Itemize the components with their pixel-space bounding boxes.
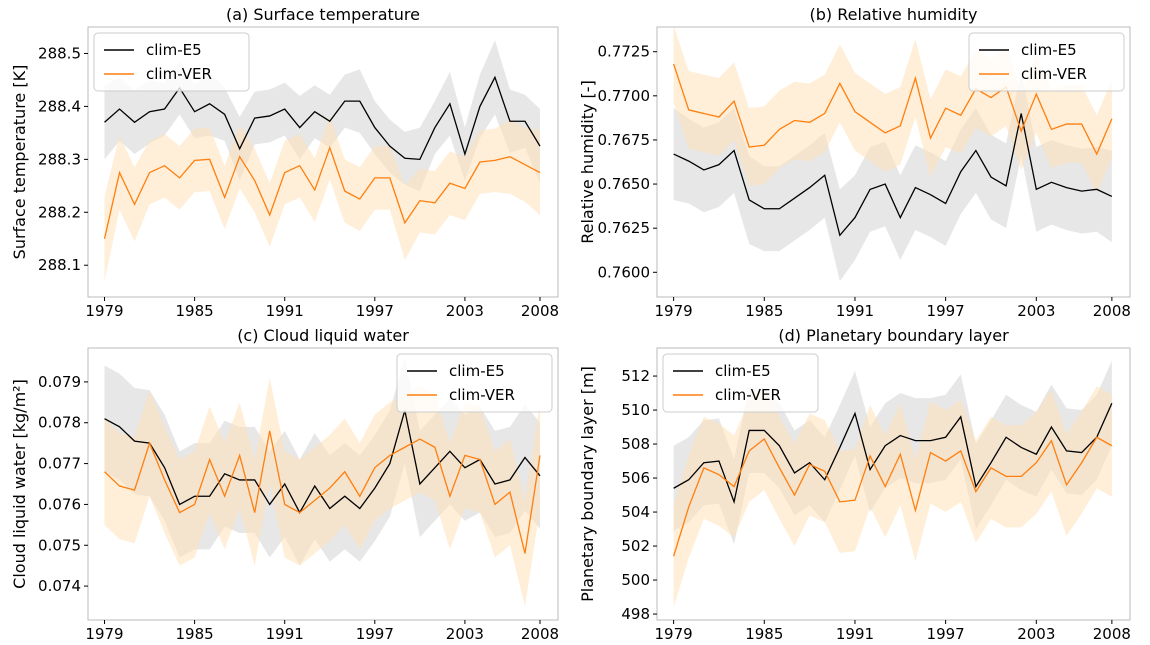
y-axis-label: Planetary boundary layer [m] — [578, 366, 597, 602]
x-tick-label: 1985 — [176, 302, 214, 320]
legend-label: clim-VER — [449, 386, 515, 404]
x-tick-label: 1991 — [836, 302, 874, 320]
legend-box — [396, 353, 553, 413]
x-tick-label: 1997 — [356, 625, 394, 641]
line — [104, 430, 541, 554]
y-tick-label: 502 — [621, 537, 650, 555]
band — [104, 115, 540, 282]
x-tick-label: 1985 — [176, 625, 214, 641]
y-tick-label: 506 — [621, 469, 650, 487]
y-tick-label: 0.7725 — [598, 43, 651, 61]
x-tick-label: 1979 — [85, 302, 123, 320]
y-axis-label: Surface temperature [K] — [10, 65, 29, 260]
y-tick-label: 0.078 — [38, 414, 81, 432]
x-tick-label: 2008 — [521, 625, 559, 641]
x-tick-label: 2008 — [1093, 302, 1131, 320]
plot-frame — [87, 347, 559, 621]
line — [104, 410, 541, 514]
legend-box — [93, 32, 250, 92]
legend-label: clim-VER — [1021, 65, 1087, 83]
y-tick-label: 0.7625 — [598, 219, 651, 237]
band — [673, 386, 1112, 608]
legend-label: clim-E5 — [1021, 41, 1077, 59]
x-tick-label: 1991 — [266, 625, 304, 641]
y-tick-label: 510 — [621, 401, 650, 419]
x-tick-label: 1985 — [745, 625, 783, 641]
y-tick-label: 0.076 — [38, 495, 81, 513]
y-tick-label: 0.074 — [38, 577, 81, 595]
x-tick-label: 2003 — [446, 302, 484, 320]
x-tick-label: 1997 — [356, 302, 394, 320]
x-tick-label: 2003 — [1017, 302, 1055, 320]
band — [673, 71, 1112, 282]
line — [673, 113, 1113, 237]
y-tick-label: 288.5 — [38, 44, 81, 62]
line — [103, 145, 541, 239]
y-tick-label: 0.075 — [38, 536, 81, 554]
plot-frame — [656, 26, 1131, 298]
y-tick-label: 512 — [621, 367, 650, 385]
line — [673, 436, 1113, 557]
y-tick-label: 500 — [621, 571, 650, 589]
legend-box — [662, 353, 819, 413]
x-tick-label: 1985 — [745, 302, 783, 320]
x-tick-label: 1997 — [927, 625, 965, 641]
y-tick-label: 288.2 — [38, 203, 81, 221]
y-tick-label: 0.7700 — [598, 87, 651, 105]
y-axis-label: Relative humidity [-] — [578, 80, 597, 244]
y-tick-label: 498 — [621, 605, 650, 623]
x-tick-label: 1979 — [655, 302, 693, 320]
y-tick-label: 288.1 — [38, 256, 81, 274]
x-tick-label: 1997 — [927, 302, 965, 320]
line — [673, 402, 1113, 505]
legend-label: clim-E5 — [449, 362, 505, 380]
legend-label: clim-E5 — [715, 362, 771, 380]
plot-frame — [87, 26, 559, 298]
legend-label: clim-E5 — [146, 41, 202, 59]
x-tick-label: 1979 — [85, 625, 123, 641]
y-tick-label: 0.7650 — [598, 175, 651, 193]
subplot-title: (a) Surface temperature — [226, 5, 420, 24]
x-tick-label: 2008 — [1093, 625, 1131, 641]
y-tick-label: 288.3 — [38, 150, 81, 168]
line — [673, 63, 1113, 156]
plot-frame — [656, 347, 1131, 621]
x-tick-label: 2008 — [521, 302, 559, 320]
x-tick-label: 2003 — [1017, 625, 1055, 641]
band — [104, 377, 540, 607]
legend-label: clim-VER — [146, 65, 212, 83]
subplot-title: (b) Relative humidity — [810, 5, 978, 24]
y-tick-label: 0.7675 — [598, 131, 651, 149]
y-tick-label: 0.077 — [38, 455, 81, 473]
y-axis-label: Cloud liquid water [kg/m²] — [10, 379, 29, 589]
y-tick-label: 0.079 — [38, 373, 81, 391]
legend-box — [968, 32, 1125, 92]
x-tick-label: 1979 — [655, 625, 693, 641]
x-tick-label: 1991 — [836, 625, 874, 641]
x-tick-label: 1991 — [266, 302, 304, 320]
y-tick-label: 504 — [621, 503, 650, 521]
x-tick-label: 2003 — [446, 625, 484, 641]
y-tick-label: 508 — [621, 435, 650, 453]
y-tick-label: 0.7600 — [598, 263, 651, 281]
legend-label: clim-VER — [715, 386, 781, 404]
subplot-title: (d) Planetary boundary layer — [778, 326, 1009, 345]
subplot-title: (c) Cloud liquid water — [237, 326, 409, 345]
y-tick-label: 288.4 — [38, 97, 81, 115]
